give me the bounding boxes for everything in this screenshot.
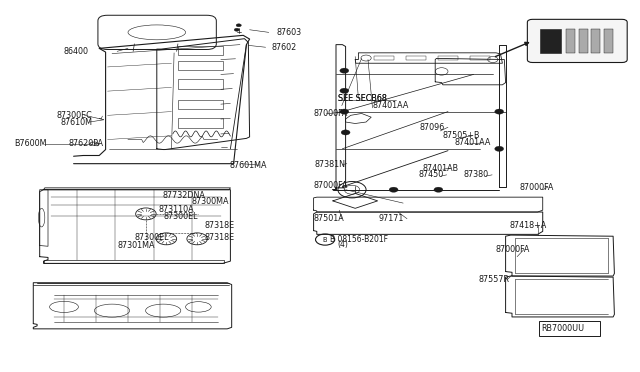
Text: B: B	[323, 237, 328, 243]
Text: 87000FA: 87000FA	[520, 183, 554, 192]
Bar	[178, 46, 223, 55]
Text: 87501A: 87501A	[314, 214, 344, 223]
Text: (4): (4)	[337, 240, 348, 249]
Circle shape	[340, 68, 349, 73]
Text: 87732DNA: 87732DNA	[163, 191, 205, 200]
Text: 87300MA: 87300MA	[192, 198, 230, 206]
Text: 87557R: 87557R	[479, 275, 509, 284]
Text: 87096: 87096	[420, 123, 445, 132]
Text: 87380: 87380	[464, 170, 489, 179]
Bar	[374, 56, 394, 60]
Bar	[540, 29, 561, 53]
Text: 87418+A: 87418+A	[509, 221, 547, 230]
Text: 87401AA: 87401AA	[372, 101, 409, 110]
Bar	[566, 29, 575, 53]
Text: 87602: 87602	[272, 43, 297, 52]
Circle shape	[340, 88, 349, 93]
Text: 87300EL: 87300EL	[134, 233, 169, 242]
Bar	[539, 321, 600, 336]
Text: 87610M: 87610M	[61, 118, 93, 126]
Bar	[178, 79, 223, 89]
Bar	[591, 29, 600, 53]
Text: 87450: 87450	[419, 170, 444, 179]
Text: 87300EL: 87300EL	[163, 212, 198, 221]
Text: 87000FA: 87000FA	[496, 245, 531, 254]
Text: RB7000UU: RB7000UU	[541, 324, 584, 333]
Bar	[406, 56, 426, 60]
Circle shape	[495, 109, 504, 114]
Text: 87318E: 87318E	[205, 221, 235, 230]
Bar	[579, 29, 588, 53]
FancyBboxPatch shape	[527, 19, 627, 62]
Bar	[438, 56, 458, 60]
Text: 87381N: 87381N	[315, 160, 346, 169]
Circle shape	[341, 130, 350, 135]
Circle shape	[389, 187, 398, 192]
Text: 87401AB: 87401AB	[422, 164, 458, 173]
Text: 86400: 86400	[63, 47, 88, 56]
Circle shape	[495, 146, 504, 151]
Circle shape	[236, 24, 241, 27]
Text: 87318E: 87318E	[205, 233, 235, 242]
Text: 87300EC: 87300EC	[56, 111, 92, 120]
Text: SEE SECB68: SEE SECB68	[338, 94, 387, 103]
Circle shape	[340, 109, 349, 114]
Text: 873110A: 873110A	[159, 205, 195, 214]
Circle shape	[234, 28, 239, 31]
Text: 87401AA: 87401AA	[454, 138, 491, 147]
Bar	[470, 56, 490, 60]
Text: 87301MA: 87301MA	[117, 241, 155, 250]
Text: B7600M: B7600M	[14, 140, 47, 148]
Circle shape	[434, 187, 443, 192]
Text: SEE SECB68: SEE SECB68	[338, 94, 387, 103]
Text: B 08156-B201F: B 08156-B201F	[330, 235, 388, 244]
Bar	[178, 100, 223, 109]
Text: 87505+B: 87505+B	[443, 131, 481, 140]
Bar	[604, 29, 613, 53]
Text: 97171: 97171	[379, 214, 404, 223]
Text: 87603: 87603	[276, 28, 301, 37]
Text: 87601MA: 87601MA	[229, 161, 267, 170]
Text: 87620PA: 87620PA	[68, 139, 104, 148]
Text: 87000FA: 87000FA	[314, 109, 348, 118]
Bar	[178, 118, 223, 128]
Bar	[178, 61, 223, 70]
Text: 87000FA: 87000FA	[314, 182, 348, 190]
